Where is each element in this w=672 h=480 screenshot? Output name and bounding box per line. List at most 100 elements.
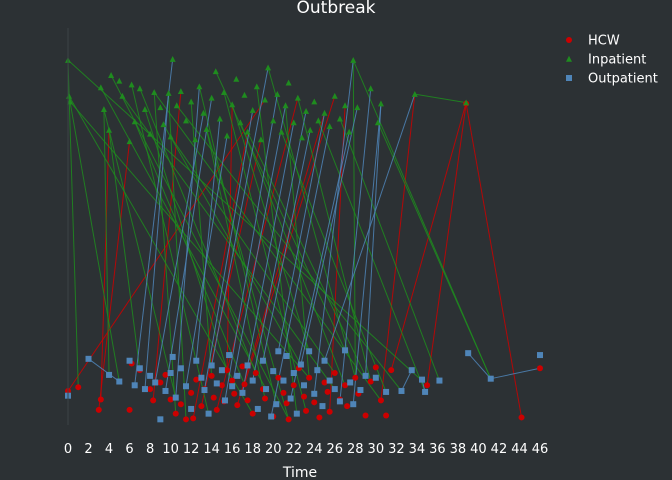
outpatient-point <box>273 401 280 408</box>
inpatient-point <box>183 117 189 124</box>
inpatient-point <box>253 83 260 90</box>
transmission-link <box>300 107 358 365</box>
inpatient-point <box>119 92 126 99</box>
chart-title: Outbreak <box>297 0 376 18</box>
inpatient-point <box>350 56 357 63</box>
inpatient-point <box>192 136 199 143</box>
x-tick-label: 2 <box>84 442 92 457</box>
inpatient-point <box>290 119 297 126</box>
inpatient-point <box>165 90 172 96</box>
transmission-link <box>352 103 382 405</box>
hcw-point <box>234 402 241 409</box>
outpatient-point <box>270 368 277 375</box>
transmission-link <box>154 112 204 383</box>
transmission-link <box>236 112 326 406</box>
inpatient-point <box>294 94 301 101</box>
inpatient-point <box>220 89 227 95</box>
transmission-link <box>103 109 110 375</box>
x-tick-label: 22 <box>285 442 302 457</box>
x-tick-label: 14 <box>203 442 220 457</box>
outpatient-point <box>537 352 543 359</box>
outpatient-point <box>229 383 236 390</box>
hcw-point <box>177 401 184 408</box>
inpatient-point <box>336 115 343 122</box>
outpatient-point <box>283 352 290 359</box>
outpatient-point <box>487 375 494 382</box>
hcw-point <box>388 367 395 374</box>
transmission-link <box>164 97 213 392</box>
outpatient-point <box>198 374 205 381</box>
transmission-link <box>168 93 187 420</box>
outpatient-point <box>106 371 113 378</box>
inpatient-point <box>311 98 318 105</box>
hcw-point <box>229 377 236 384</box>
legend-item-hcw[interactable]: HCW <box>566 34 620 49</box>
transmission-link <box>68 95 254 414</box>
transmission-link <box>110 75 290 420</box>
outpatient-point <box>422 388 429 395</box>
hcw-point <box>190 415 197 422</box>
transmission-link <box>206 129 266 399</box>
inpatient-point <box>249 107 256 113</box>
hcw-point <box>342 382 349 389</box>
inpatient-point <box>116 77 123 84</box>
transmission-link <box>185 135 228 387</box>
outpatient-point <box>157 416 164 423</box>
hcw-point <box>231 390 238 397</box>
x-tick-label: 16 <box>224 442 241 457</box>
hcw-point <box>224 367 231 374</box>
outpatient-point <box>169 353 176 360</box>
outpatient-point <box>357 387 364 394</box>
transmission-link <box>144 93 170 390</box>
hcw-point <box>311 399 318 406</box>
transmission-link <box>67 99 266 392</box>
inpatient-point <box>108 72 115 78</box>
transmission-link <box>144 109 233 387</box>
transmission-links <box>67 59 541 420</box>
transmission-link <box>67 59 428 386</box>
inpatient-point <box>203 125 210 132</box>
outpatient-point <box>350 401 357 408</box>
inpatient-point <box>208 94 215 101</box>
outpatient-point <box>419 376 425 383</box>
outpatient-point <box>287 395 294 402</box>
transmission-link <box>426 103 467 386</box>
inpatient-point <box>141 106 148 112</box>
hcw-point <box>372 364 379 371</box>
hcw-point <box>241 381 248 388</box>
inpatient-point <box>216 115 223 122</box>
outpatient-point <box>239 389 246 396</box>
outpatient-point <box>280 377 287 384</box>
inpatient-point <box>367 85 374 92</box>
inpatient-point <box>173 102 180 109</box>
outpatient-point <box>293 410 300 417</box>
hcw-point <box>162 371 169 378</box>
outpatient-point <box>136 365 143 372</box>
outpatient-point <box>213 380 220 387</box>
hcw-point <box>167 396 174 403</box>
inpatient-point <box>282 102 289 109</box>
series-hcw <box>65 100 543 423</box>
series-outpatient <box>65 347 543 423</box>
hcw-point <box>157 379 164 386</box>
transmission-link <box>198 86 277 405</box>
inpatient-point <box>303 107 310 114</box>
hcw-point <box>252 370 259 377</box>
hcw-point <box>352 374 359 381</box>
outpatient-point <box>201 387 208 394</box>
transmission-link <box>267 67 356 378</box>
outpatient-point <box>372 374 379 381</box>
outpatient-point <box>398 387 405 394</box>
transmission-link <box>153 92 177 414</box>
legend-item-outpatient[interactable]: Outpatient <box>566 72 658 87</box>
legend-label: HCW <box>588 34 620 49</box>
x-tick-label: 28 <box>347 442 364 457</box>
outpatient-point <box>116 378 123 385</box>
transmission-link <box>365 103 382 376</box>
legend-item-inpatient[interactable]: Inpatient <box>566 53 646 68</box>
transmission-link <box>139 88 257 374</box>
transmission-link <box>203 110 254 391</box>
inpatient-point <box>106 126 113 133</box>
